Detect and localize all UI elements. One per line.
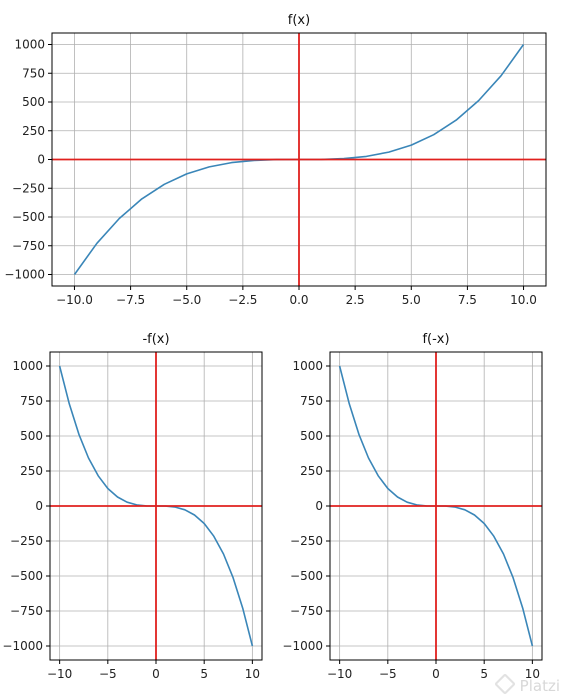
y-tick-label: 750 — [300, 394, 323, 408]
x-tick-label: −5 — [99, 667, 117, 681]
y-tick-label: −500 — [290, 569, 323, 583]
y-tick-label: −1000 — [2, 639, 43, 653]
y-tick-label: 500 — [22, 95, 45, 109]
x-tick-label: −7.5 — [116, 293, 145, 307]
x-tick-label: −10 — [47, 667, 72, 681]
y-tick-label: −750 — [290, 604, 323, 618]
y-tick-label: −500 — [10, 569, 43, 583]
x-tick-label: −10.0 — [56, 293, 93, 307]
x-tick-label: 0 — [432, 667, 440, 681]
y-tick-label: 1000 — [14, 38, 45, 52]
y-tick-label: −500 — [12, 210, 45, 224]
y-tick-label: 1000 — [12, 359, 43, 373]
platzi-logo-icon — [493, 673, 516, 695]
y-tick-label: 250 — [20, 464, 43, 478]
y-tick-label: 0 — [315, 499, 323, 513]
y-tick-label: 250 — [22, 124, 45, 138]
y-tick-label: −250 — [12, 181, 45, 195]
y-tick-label: −750 — [10, 604, 43, 618]
y-tick-label: 750 — [20, 394, 43, 408]
y-tick-label: 500 — [300, 429, 323, 443]
x-tick-label: 5 — [200, 667, 208, 681]
y-tick-label: 0 — [37, 153, 45, 167]
x-tick-label: 0 — [152, 667, 160, 681]
watermark: Platzi — [493, 673, 560, 695]
subplot-3: −10 −5 0 5 10 1000 750 500 250 0 −250 −500 −750 −1000… — [282, 332, 543, 681]
chart-title: f(x) — [288, 13, 310, 28]
y-tick-label: −1000 — [4, 268, 45, 282]
y-tick-label: −250 — [290, 534, 323, 548]
chart-title: f(-x) — [422, 332, 449, 347]
x-tick-label: 0.0 — [289, 293, 308, 307]
x-tick-label: 10 — [245, 667, 260, 681]
x-tick-label: −5 — [379, 667, 397, 681]
y-tick-label: 250 — [300, 464, 323, 478]
x-tick-label: 5.0 — [402, 293, 421, 307]
y-tick-label: −250 — [10, 534, 43, 548]
subplot-1: −10.0 −7.5 −5.0 −2.5 0.0 2.5 5.0 7.5 10.0 1000 750… — [4, 13, 547, 307]
y-tick-label: 500 — [20, 429, 43, 443]
x-tick-label: 10.0 — [510, 293, 537, 307]
x-tick-label: −2.5 — [228, 293, 257, 307]
y-tick-label: −750 — [12, 239, 45, 253]
y-tick-label: 0 — [35, 499, 43, 513]
x-tick-label: −10 — [327, 667, 352, 681]
x-tick-label: 7.5 — [458, 293, 477, 307]
y-tick-label: 750 — [22, 66, 45, 80]
x-tick-label: 5 — [480, 667, 488, 681]
x-tick-label: 10 — [525, 667, 540, 681]
subplot-2: −10 −5 0 5 10 1000 750 500 250 0 −250 −500 −750 −1000… — [2, 332, 263, 681]
x-tick-label: 2.5 — [346, 293, 365, 307]
x-tick-label: −5.0 — [172, 293, 201, 307]
chart-title: -f(x) — [142, 332, 169, 347]
y-tick-label: 1000 — [292, 359, 323, 373]
y-tick-label: −1000 — [282, 639, 323, 653]
